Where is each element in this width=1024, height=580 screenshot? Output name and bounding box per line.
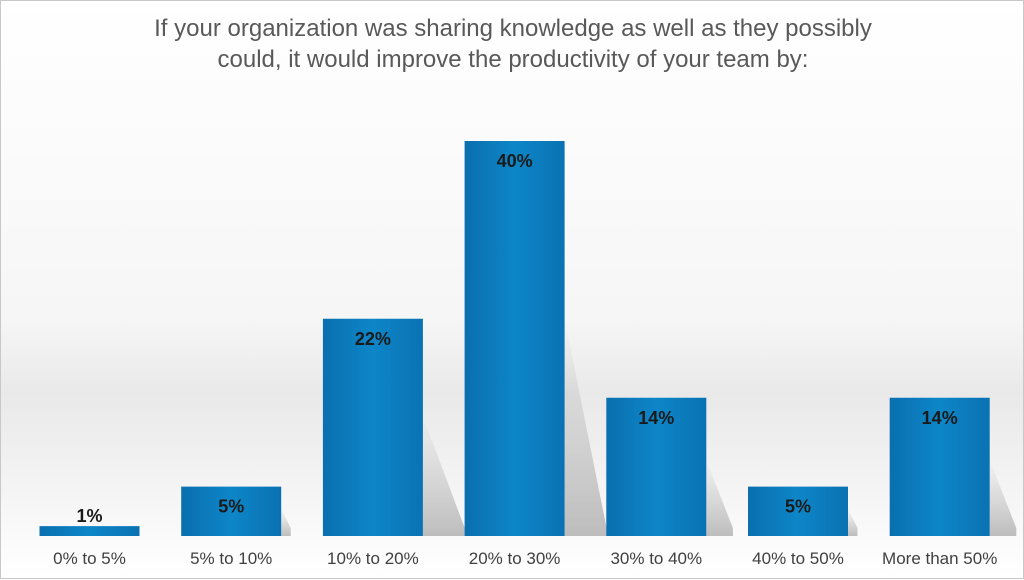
bar — [889, 397, 990, 536]
data-label: 22% — [355, 329, 391, 349]
data-label: 1% — [76, 506, 102, 526]
chart-title-line-2: could, it would improve the productivity… — [217, 46, 809, 73]
data-label: 5% — [785, 497, 811, 517]
data-labels: 1% 5% 22% 40% 14% 5% 14% — [76, 151, 957, 526]
bar — [748, 486, 848, 536]
data-label: 14% — [638, 408, 674, 428]
chart-title: If your organization was sharing knowled… — [1, 13, 1024, 75]
x-tick-label: 0% to 5% — [53, 549, 126, 568]
bar — [464, 141, 565, 536]
bars — [39, 141, 990, 536]
x-tick-label: More than 50% — [882, 549, 997, 568]
bar-shadow — [564, 318, 607, 536]
bar — [181, 486, 282, 536]
bar-shadow — [989, 459, 1017, 536]
bar — [606, 397, 707, 536]
chart-title-line-1: If your organization was sharing knowled… — [154, 15, 872, 42]
bar-shadow — [848, 508, 858, 536]
bar-shadow — [706, 459, 733, 536]
data-label: 40% — [497, 151, 533, 171]
x-tick-label: 40% to 50% — [752, 549, 844, 568]
bar-shadow — [281, 508, 291, 536]
data-label: 5% — [218, 497, 244, 517]
bar — [39, 526, 140, 536]
x-tick-label: 30% to 40% — [610, 549, 702, 568]
x-tick-label: 5% to 10% — [190, 549, 272, 568]
x-tick-label: 20% to 30% — [469, 549, 561, 568]
x-tick-label: 10% to 20% — [327, 549, 419, 568]
x-axis-tick-labels: 0% to 5% 5% to 10% 10% to 20% 20% to 30% 30%… — [53, 549, 997, 568]
bar — [322, 318, 423, 536]
data-label: 14% — [922, 408, 958, 428]
bar-shadow — [422, 416, 465, 536]
bar-shadows — [281, 318, 1017, 536]
